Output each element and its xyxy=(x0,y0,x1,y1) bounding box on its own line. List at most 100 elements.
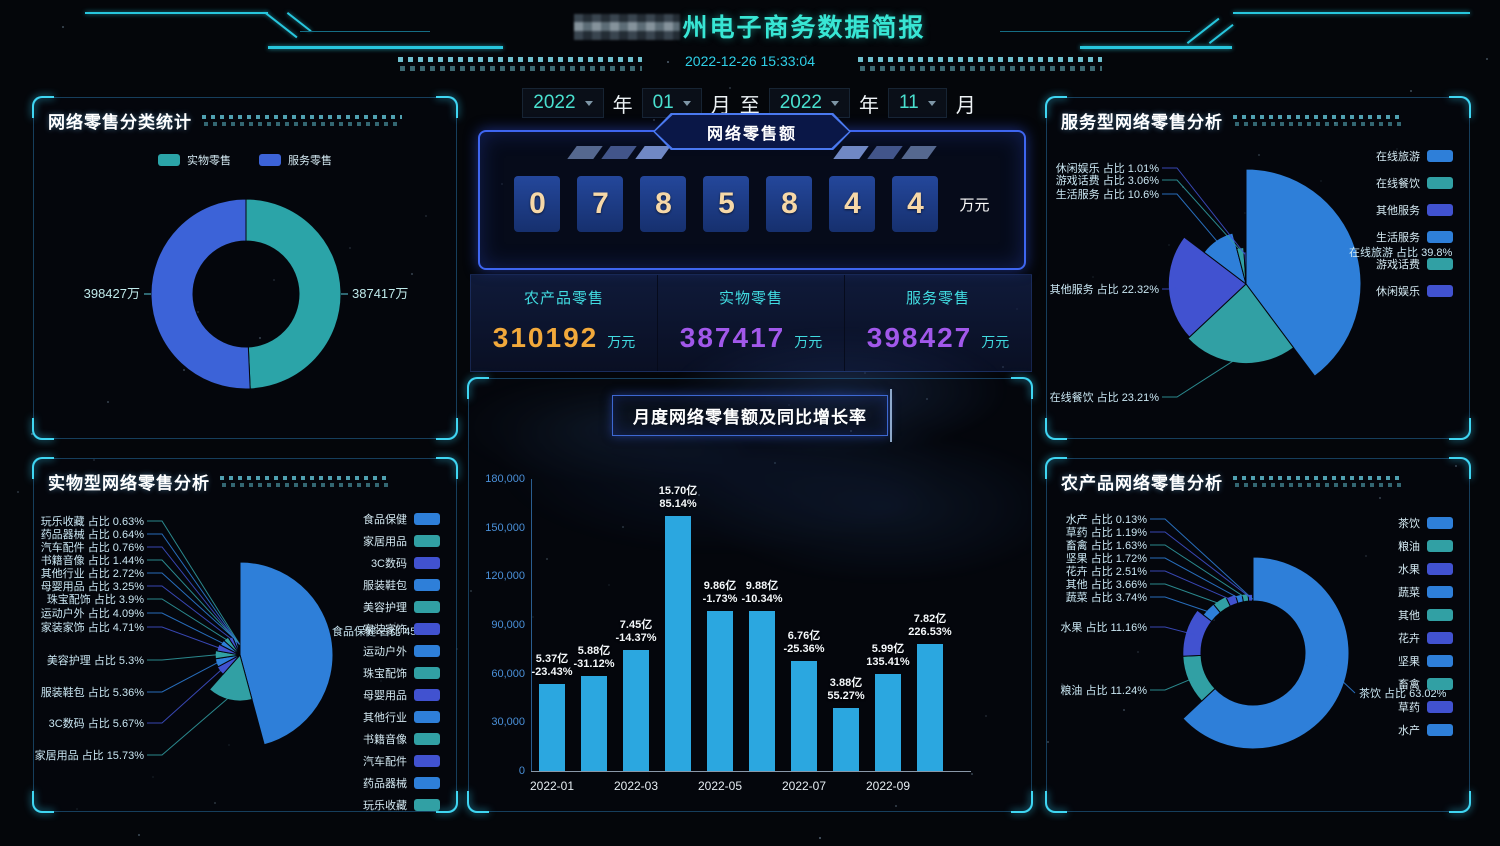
pie-slice-食品保健[interactable] xyxy=(239,561,334,746)
panel-monthly-retail: 月度网络零售额及同比增长率 0 30,000 60,000 90,000 120,000… xyxy=(467,377,1033,813)
pie-label: 在线餐饮 占比 23.21% xyxy=(1050,390,1160,404)
legend-item[interactable]: 3C数码 xyxy=(371,555,440,571)
legend-swatch xyxy=(158,154,180,166)
legend-swatch xyxy=(1427,540,1453,552)
chevron-down-icon xyxy=(830,100,839,106)
legend-item[interactable]: 食品保健 xyxy=(363,511,440,527)
bar-value-label: 5.37亿 -23.43% xyxy=(531,652,573,678)
legend-label: 食品保健 xyxy=(363,514,407,526)
legend-item[interactable]: 坚果 xyxy=(1398,653,1453,669)
x-axis-tick-label: 2022-01 xyxy=(529,779,575,793)
pie-slice-家居用品[interactable] xyxy=(208,653,253,702)
bar-2022-05[interactable] xyxy=(707,611,733,771)
legend-item[interactable]: 草药 xyxy=(1398,699,1453,715)
bar-2022-06[interactable] xyxy=(749,610,775,771)
legend-item[interactable]: 运动户外 xyxy=(363,643,440,659)
pie-slice-休闲娱乐[interactable] xyxy=(1243,251,1247,285)
agri-rose-chart: 水产 占比 0.13%草药 占比 1.19%畜禽 占比 1.63%坚果 占比 1… xyxy=(1060,512,1447,750)
legend-swatch xyxy=(414,557,440,569)
legend-item[interactable]: 其他 xyxy=(1398,607,1453,623)
legend-label: 服务零售 xyxy=(288,155,332,167)
legend-item[interactable]: 水果 xyxy=(1398,561,1453,577)
kpi-digit: 7 xyxy=(577,176,624,232)
legend-item[interactable]: 美容护理 xyxy=(363,599,440,615)
pie-slice-在线餐饮[interactable] xyxy=(1187,283,1295,365)
legend-item[interactable]: 母婴用品 xyxy=(363,687,440,703)
stat-value: 387417 xyxy=(679,322,786,353)
legend-item[interactable]: 珠宝配饰 xyxy=(363,665,440,681)
starfield-decoration xyxy=(0,0,2,2)
pie-slice-在线旅游[interactable] xyxy=(1245,168,1362,377)
pie-slice-茶饮[interactable] xyxy=(1182,556,1350,750)
legend-label: 在线餐饮 xyxy=(1376,178,1420,190)
legend-item[interactable]: 畜禽 xyxy=(1398,676,1453,692)
end-month-select[interactable]: 11 xyxy=(887,88,947,118)
legend-item[interactable]: 休闲娱乐 xyxy=(1376,283,1453,299)
legend-swatch xyxy=(1427,609,1453,621)
donut-slice-实物零售[interactable] xyxy=(245,198,342,390)
legend-item[interactable]: 药品器械 xyxy=(363,775,440,791)
legend: 茶饮粮油水果蔬菜其他花卉坚果畜禽草药水产 xyxy=(1398,515,1453,738)
legend-item[interactable]: 生活服务 xyxy=(1376,229,1453,245)
legend-item[interactable]: 书籍音像 xyxy=(363,731,440,747)
bar-value-label: 3.88亿 55.27% xyxy=(827,677,865,703)
panel-service-analysis: 服务型网络零售分析 休闲娱乐 占比 1.01% 游戏话费 占比 3.06% 生活服务… xyxy=(1045,96,1471,440)
panel-title: 实物型网络零售分析 xyxy=(48,474,210,493)
badge-wing-decoration xyxy=(833,146,869,159)
legend-label: 玩乐收藏 xyxy=(363,800,407,812)
pie-label: 茶饮 占比 63.02% xyxy=(1359,686,1447,700)
legend-item[interactable]: 其他行业 xyxy=(363,709,440,725)
pie-label: 畜禽 占比 1.63% xyxy=(1066,538,1148,552)
legend-item[interactable]: 在线餐饮 xyxy=(1376,175,1453,191)
legend-item[interactable]: 玩乐收藏 xyxy=(363,797,440,813)
pie-slice-其他服务[interactable] xyxy=(1167,236,1247,338)
panel-category-stats: 网络零售分类统计 实物零售 服务零售 398427万 387417万 xyxy=(32,96,458,440)
y-axis-tick-label: 120,000 xyxy=(485,570,525,583)
pie-label: 蔬菜 占比 3.74% xyxy=(1066,590,1148,604)
bar-2022-01[interactable] xyxy=(539,683,565,771)
legend-label: 蔬菜 xyxy=(1398,587,1420,599)
legend-item[interactable]: 家装家饰 xyxy=(363,621,440,637)
legend-item[interactable]: 实物零售 xyxy=(158,152,231,168)
title-dots-decoration xyxy=(220,476,390,487)
legend-label: 休闲娱乐 xyxy=(1376,286,1420,298)
y-axis-tick-label: 150,000 xyxy=(485,521,525,534)
legend-item[interactable]: 其他服务 xyxy=(1376,202,1453,218)
legend-label: 汽车配件 xyxy=(363,756,407,768)
legend-item[interactable]: 在线旅游 xyxy=(1376,148,1453,164)
legend-swatch xyxy=(1427,150,1453,162)
legend-item[interactable]: 蔬菜 xyxy=(1398,584,1453,600)
bar-2022-04[interactable] xyxy=(665,516,691,771)
legend-item[interactable]: 粮油 xyxy=(1398,538,1453,554)
bar-2022-08[interactable] xyxy=(833,708,859,771)
kpi-digit: 8 xyxy=(640,176,687,232)
legend-label: 母婴用品 xyxy=(363,690,407,702)
stat-label: 实物零售 xyxy=(718,290,783,307)
donut-slice-服务零售[interactable] xyxy=(150,198,251,390)
header-line-right-dim xyxy=(1000,31,1190,32)
x-axis-tick-label: 2022-03 xyxy=(613,779,659,793)
bar-2022-03[interactable] xyxy=(623,650,649,771)
kpi-digit: 8 xyxy=(766,176,813,232)
stat-unit: 万元 xyxy=(794,334,823,350)
legend-item[interactable]: 汽车配件 xyxy=(363,753,440,769)
pie-label: 药品器械 占比 0.64% xyxy=(41,527,145,541)
legend-item[interactable]: 家居用品 xyxy=(363,533,440,549)
to-label: 至 xyxy=(739,94,760,117)
bar-2022-02[interactable] xyxy=(581,675,607,771)
legend-item[interactable]: 服装鞋包 xyxy=(363,577,440,593)
bar-value-label: 15.70亿 85.14% xyxy=(658,485,698,511)
legend-item[interactable]: 水产 xyxy=(1398,722,1453,738)
pie-label: 花卉 占比 2.51% xyxy=(1066,564,1148,578)
start-year-select[interactable]: 2022 xyxy=(522,88,604,118)
legend-swatch xyxy=(414,513,440,525)
bar-2022-09[interactable] xyxy=(875,673,901,771)
legend-item[interactable]: 服务零售 xyxy=(259,152,332,168)
bar-value-label: 7.82亿 226.53% xyxy=(908,613,952,639)
legend-item[interactable]: 花卉 xyxy=(1398,630,1453,646)
bar-2022-10[interactable] xyxy=(917,644,943,771)
legend-item[interactable]: 游戏话费 xyxy=(1376,256,1453,272)
service-rose-chart: 休闲娱乐 占比 1.01%游戏话费 占比 3.06%生活服务 占比 10.6% 其… xyxy=(1050,161,1453,404)
bar-2022-07[interactable] xyxy=(791,661,817,771)
legend-item[interactable]: 茶饮 xyxy=(1398,515,1453,531)
